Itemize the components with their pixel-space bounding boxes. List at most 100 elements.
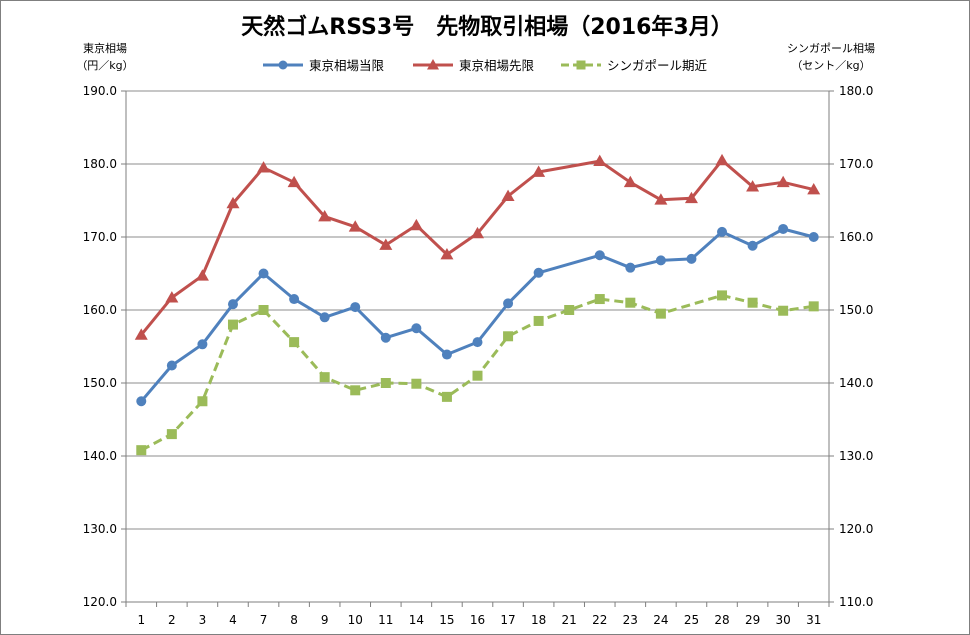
data-point (348, 220, 362, 232)
data-point (472, 337, 483, 348)
data-point (747, 297, 758, 308)
data-point (747, 240, 758, 251)
x-tick-label: 11 (378, 613, 393, 627)
data-point (287, 175, 301, 188)
data-point (379, 238, 393, 250)
data-point (136, 445, 147, 456)
y-right-tick-label: 160.0 (839, 230, 873, 244)
left-axis-label-line2: （円／kg） (76, 59, 133, 72)
x-tick-label: 7 (260, 613, 268, 627)
y-right-tick-label: 130.0 (839, 449, 873, 463)
right-axis-label-line2: （セント／kg） (791, 59, 870, 72)
x-tick-label: 9 (321, 613, 329, 627)
data-point (471, 226, 484, 239)
data-point (594, 294, 605, 305)
data-point (380, 332, 391, 343)
legend-swatch-marker (278, 60, 288, 70)
data-point (350, 385, 361, 396)
data-point (807, 183, 821, 195)
series-line (140, 158, 815, 336)
data-point (808, 232, 819, 242)
data-point (197, 396, 208, 407)
chart-title: 天然ゴムRSS3号 先物取引相場（2016年3月） (241, 14, 733, 40)
x-tick-label: 3 (199, 613, 207, 627)
data-point (258, 305, 269, 315)
y-left-tick-label: 190.0 (83, 84, 117, 98)
x-tick-label: 18 (531, 613, 546, 627)
left-axis-label-line1: 東京相場 (83, 41, 127, 55)
data-point (533, 267, 544, 278)
data-point (195, 269, 209, 281)
data-point (532, 165, 546, 177)
legend-swatch-marker (427, 59, 439, 70)
data-point (625, 297, 636, 308)
y-right-tick-label: 140.0 (839, 376, 873, 390)
x-tick-label: 17 (500, 613, 515, 627)
series-lines (134, 153, 821, 456)
y-right-tick-label: 150.0 (839, 303, 873, 317)
data-point (227, 299, 238, 310)
data-point (623, 175, 637, 188)
x-tick-label: 30 (776, 613, 791, 627)
y-left-tick-label: 150.0 (83, 376, 117, 390)
data-point (472, 370, 483, 381)
data-point (776, 175, 790, 188)
data-point (441, 391, 452, 402)
data-point (503, 331, 514, 342)
data-point (411, 323, 422, 334)
x-tick-label: 22 (592, 613, 607, 627)
data-point (593, 154, 607, 166)
x-tick-label: 25 (684, 613, 699, 627)
axes (121, 90, 834, 607)
series-line (140, 227, 815, 403)
x-tick-label: 28 (714, 613, 729, 627)
data-point (350, 302, 361, 313)
data-point (654, 193, 668, 205)
data-point (717, 290, 728, 301)
x-tick-label: 2 (168, 613, 176, 627)
data-point (227, 319, 238, 330)
data-point (686, 253, 697, 264)
data-point (318, 210, 332, 222)
tick-labels: 120.0 130.0 140.0 150.0 160.0 170.0 180.0 190.0… (83, 84, 874, 627)
data-point (501, 189, 515, 201)
x-tick-label: 23 (623, 613, 638, 627)
y-left-tick-label: 170.0 (83, 230, 117, 244)
x-tick-label: 29 (745, 613, 760, 627)
data-point (319, 372, 330, 383)
data-point (136, 396, 147, 407)
y-right-tick-label: 110.0 (839, 595, 873, 609)
data-point (655, 255, 666, 266)
legend-label: 東京相場先限 (459, 58, 535, 73)
data-point (289, 294, 300, 305)
data-point (289, 337, 300, 348)
x-tick-label: 21 (562, 613, 577, 627)
data-point (717, 226, 728, 237)
x-tick-label: 15 (439, 613, 454, 627)
data-point (503, 298, 514, 309)
x-tick-label: 10 (348, 613, 363, 627)
data-point (166, 360, 177, 371)
y-right-tick-label: 180.0 (839, 84, 873, 98)
legend-swatch-marker (576, 60, 586, 70)
data-point (715, 153, 729, 166)
data-point (625, 262, 636, 273)
data-point (746, 180, 760, 192)
y-left-tick-label: 120.0 (83, 595, 117, 609)
legend-label: シンガポール期近 (607, 58, 708, 73)
x-tick-label: 1 (137, 613, 145, 627)
right-axis-label-line1: シンガポール相場 (787, 42, 875, 55)
y-left-tick-label: 160.0 (83, 303, 117, 317)
data-point (165, 291, 179, 303)
data-point (778, 305, 789, 316)
y-right-tick-label: 170.0 (839, 157, 873, 171)
data-point (319, 312, 330, 323)
x-tick-label: 14 (409, 613, 424, 627)
x-tick-label: 8 (290, 613, 298, 627)
y-left-tick-label: 140.0 (83, 449, 117, 463)
data-point (166, 429, 177, 440)
y-left-tick-label: 130.0 (83, 522, 117, 536)
data-point (594, 250, 605, 261)
